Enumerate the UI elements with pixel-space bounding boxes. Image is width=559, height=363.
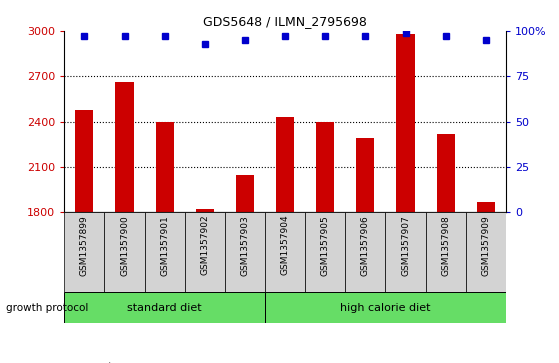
Bar	[425, 212, 466, 292]
Bar	[196, 209, 214, 212]
Bar	[477, 202, 495, 212]
Bar	[116, 82, 134, 212]
Bar	[276, 117, 294, 212]
Bar	[356, 138, 375, 212]
Bar	[345, 212, 386, 292]
Bar	[305, 212, 345, 292]
Text: GSM1357900: GSM1357900	[120, 215, 129, 276]
Text: count: count	[81, 362, 112, 363]
Title: GDS5648 / ILMN_2795698: GDS5648 / ILMN_2795698	[203, 15, 367, 28]
Bar	[396, 34, 415, 212]
Text: GSM1357906: GSM1357906	[361, 215, 370, 276]
Bar	[466, 212, 506, 292]
Bar	[316, 122, 334, 212]
Text: GSM1357903: GSM1357903	[240, 215, 249, 276]
Bar	[437, 134, 454, 212]
Text: high calorie diet: high calorie diet	[340, 303, 430, 313]
Bar	[75, 110, 93, 212]
Text: growth protocol: growth protocol	[6, 303, 88, 313]
Bar	[225, 212, 265, 292]
Bar	[64, 292, 265, 323]
Text: GSM1357909: GSM1357909	[481, 215, 490, 276]
Text: GSM1357905: GSM1357905	[321, 215, 330, 276]
Bar	[265, 292, 506, 323]
Bar	[236, 175, 254, 212]
Text: GSM1357908: GSM1357908	[441, 215, 450, 276]
Text: GSM1357901: GSM1357901	[160, 215, 169, 276]
Bar	[155, 122, 174, 212]
Text: GSM1357902: GSM1357902	[200, 215, 209, 276]
Bar	[184, 212, 225, 292]
Text: GSM1357899: GSM1357899	[80, 215, 89, 276]
Text: standard diet: standard diet	[127, 303, 202, 313]
Text: ■: ■	[70, 360, 82, 363]
Bar	[386, 212, 425, 292]
Text: GSM1357904: GSM1357904	[281, 215, 290, 276]
Bar	[64, 212, 105, 292]
Bar	[105, 212, 145, 292]
Bar	[145, 212, 184, 292]
Text: GSM1357907: GSM1357907	[401, 215, 410, 276]
Bar	[265, 212, 305, 292]
